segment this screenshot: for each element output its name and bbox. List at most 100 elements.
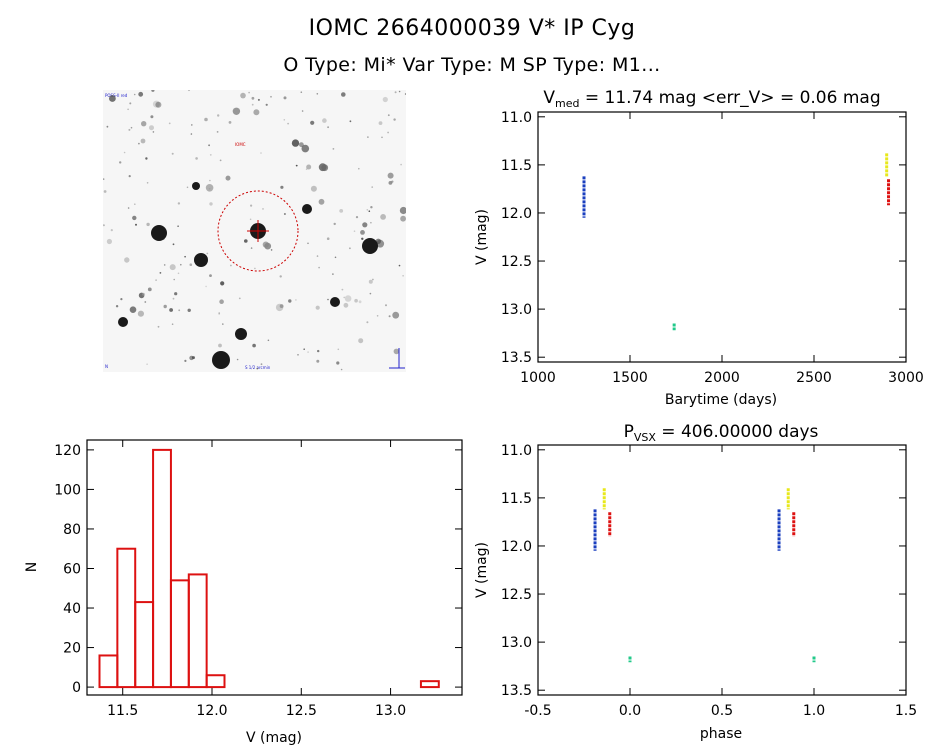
star [339,209,344,213]
star [218,343,222,348]
star [398,90,401,93]
x-tick-label: 0.5 [711,703,733,719]
star [124,257,130,263]
star [169,264,176,271]
star [177,272,180,275]
star [109,95,116,102]
x-tick-label: 1000 [520,370,556,386]
star [228,121,232,124]
star [368,279,373,284]
star [400,215,406,222]
star [385,304,387,307]
star [264,242,272,250]
star [400,163,402,166]
star [177,225,179,227]
star [382,96,388,103]
star [262,208,264,210]
star [343,296,345,299]
star [169,308,173,312]
star [388,315,391,318]
star [344,295,352,302]
histogram-bar [419,680,440,689]
star [283,213,286,215]
star [387,172,394,179]
star [152,100,160,108]
star [150,115,154,119]
histogram-frame [86,439,463,696]
star [270,95,272,98]
star [220,281,225,286]
star [168,122,171,125]
star [127,108,129,111]
target-circle [217,190,299,272]
x-tick-label: 1500 [612,370,648,386]
star [129,102,132,105]
y-tick-label: 12.0 [501,539,532,555]
star [249,218,252,221]
star [138,142,140,145]
star [204,117,208,122]
star [144,301,147,303]
star [297,354,299,356]
bright-star [212,351,230,369]
lightcurve-ylabel: V (mag) [474,209,490,265]
x-tick-label: 2000 [704,370,740,386]
star [283,119,286,121]
bright-star [362,238,378,254]
x-tick-label: 13.0 [375,703,406,719]
histogram-bar [98,654,119,689]
x-tick-label: 2500 [796,370,832,386]
star [251,96,255,100]
star [147,287,152,292]
star [205,285,207,288]
star [253,109,260,116]
star [135,223,137,226]
bright-star [118,317,128,327]
star [370,221,372,224]
phased-marks [593,488,816,663]
star [353,230,356,232]
star [140,138,146,144]
histogram-bar [134,601,155,689]
lightcurve-plot: Vmed = 11.74 mag <err_V> = 0.06 mag 1000… [474,88,924,408]
y-tick-label: 11.0 [501,443,532,459]
star [398,264,401,267]
star [318,266,320,269]
star [236,358,239,361]
star [186,186,189,189]
star [250,247,253,249]
finding-chart-scale-label: S 1/2 arcmin [245,365,271,370]
star [244,239,248,243]
star [251,103,254,106]
star [133,93,136,96]
star [316,359,320,363]
star [151,90,155,92]
phased-title: PVSX = 406.00000 days [624,422,819,444]
bright-star [302,204,312,214]
star [146,363,148,366]
star [250,204,253,207]
star [218,313,221,315]
star [318,198,325,205]
phased-axes: -0.5 0.0 0.5 1.0 1.5 11.0 11.5 12.0 12.5 13.0 13.5 [501,443,917,719]
star [270,249,273,251]
star [206,252,209,255]
histogram-bar [116,547,137,689]
star [265,103,268,106]
star [115,305,119,308]
star [128,128,131,131]
y-tick-label: 11.5 [501,491,532,507]
lightcurve-xlabel: Barytime (days) [665,392,777,408]
star [310,120,315,125]
lightcurve-title: Vmed = 11.74 mag <err_V> = 0.06 mag [543,88,880,110]
star [295,299,297,301]
star [295,164,298,167]
star [132,215,137,221]
star [225,175,231,181]
star [378,121,383,125]
y-tick-label: 13.5 [501,683,532,699]
star [189,355,194,361]
star [354,298,358,303]
phased-plot: PVSX = 406.00000 days -0.5 0.0 0.5 1.0 1.5 11… [474,422,917,742]
